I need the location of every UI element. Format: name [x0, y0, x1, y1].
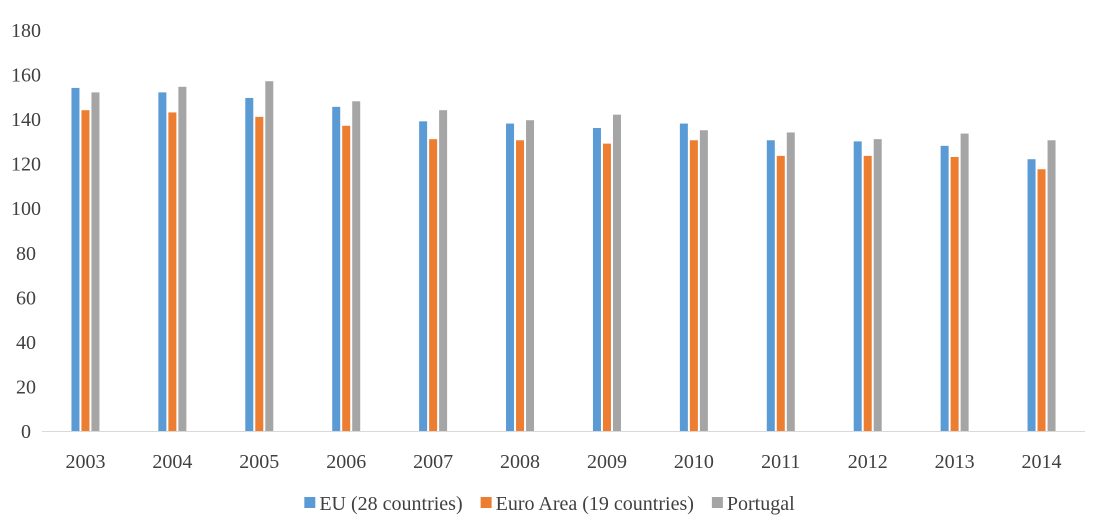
bar-2005-2 [255, 116, 264, 431]
bar-2007-3 [439, 110, 448, 431]
bar-2013-1 [940, 145, 949, 431]
y-tick-label: 120 [11, 154, 41, 176]
bar-2011-1 [766, 140, 775, 431]
x-tick-label: 2005 [239, 451, 279, 473]
bar-2007-2 [429, 139, 438, 431]
bar-2005-1 [245, 97, 254, 432]
y-tick-label: 100 [11, 198, 41, 220]
x-tick-label: 2010 [674, 451, 714, 473]
legend-label: EU (28 countries) [319, 493, 462, 515]
x-tick-label: 2014 [1022, 451, 1062, 473]
bar-2006-2 [342, 125, 351, 432]
bar-2003-3 [91, 92, 100, 431]
bar-2003-2 [81, 110, 90, 431]
x-tick-label: 2013 [935, 451, 975, 473]
x-tick-label: 2012 [848, 451, 888, 473]
y-axis-ticks: 0 20 40 60 80 100 120 140 160 180 [11, 20, 41, 443]
bar-2013-2 [950, 156, 959, 431]
bar-2008-1 [506, 123, 515, 432]
x-tick-label: 2009 [587, 451, 627, 473]
bar-2008-3 [526, 120, 535, 431]
bar-2010-1 [679, 123, 688, 432]
bar-2003-1 [71, 87, 80, 431]
y-tick-label: 60 [16, 287, 36, 309]
x-tick-label: 2004 [152, 451, 192, 473]
bar-2004-3 [178, 86, 187, 431]
bar-series-group [71, 81, 1056, 432]
x-tick-label: 2003 [65, 451, 105, 473]
bar-2009-1 [592, 128, 601, 431]
x-tick-label: 2006 [326, 451, 366, 473]
bar-2011-2 [776, 155, 785, 431]
bar-2006-3 [352, 101, 361, 432]
y-tick-label: 80 [16, 243, 36, 265]
legend-swatch-2 [480, 497, 492, 508]
bar-2004-1 [158, 92, 167, 431]
x-tick-label: 2007 [413, 451, 453, 473]
x-axis-ticks: 2003 2004 2005 2006 2007 2008 2009 2010 2011 2012… [65, 451, 1061, 473]
bar-2012-1 [853, 141, 862, 431]
bar-2004-2 [168, 112, 177, 431]
bar-2012-2 [863, 155, 872, 431]
y-tick-label: 160 [11, 65, 41, 87]
bar-2011-3 [786, 132, 795, 431]
bar-2007-1 [419, 121, 428, 431]
y-tick-label: 140 [11, 109, 41, 131]
bar-2014-1 [1027, 159, 1036, 431]
y-tick-label: 0 [21, 421, 31, 443]
legend-label: Portugal [727, 493, 795, 515]
bar-2009-3 [612, 114, 621, 432]
bar-2006-1 [332, 106, 341, 431]
bar-2014-3 [1047, 140, 1056, 431]
bar-2012-3 [873, 139, 882, 431]
x-tick-label: 2008 [500, 451, 540, 473]
bar-2014-2 [1037, 169, 1046, 431]
bar-2010-3 [699, 130, 708, 431]
legend: EU (28 countries) Euro Area (19 countries… [304, 493, 795, 515]
bar-2005-3 [265, 81, 274, 431]
y-tick-label: 20 [16, 376, 36, 398]
bar-2008-2 [516, 140, 525, 431]
legend-label: Euro Area (19 countries) [496, 493, 694, 515]
legend-swatch-3 [711, 497, 723, 508]
bar-2010-2 [689, 140, 698, 431]
y-tick-label: 180 [11, 20, 41, 42]
bar-2009-2 [602, 143, 611, 431]
y-tick-label: 40 [16, 332, 36, 354]
bar-2013-3 [960, 133, 969, 431]
x-tick-label: 2011 [761, 451, 800, 473]
legend-swatch-1 [304, 497, 316, 508]
